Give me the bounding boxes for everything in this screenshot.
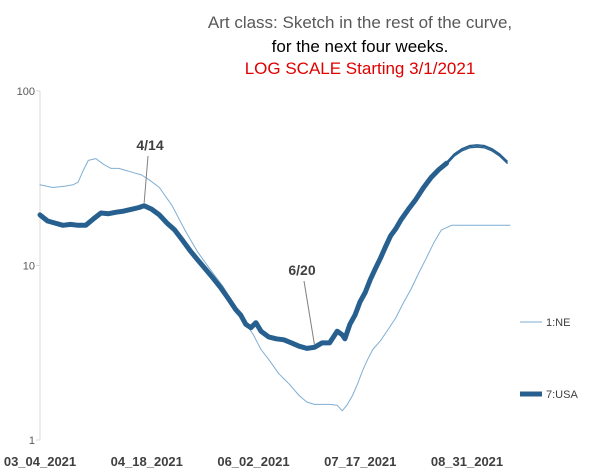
title-line-3: LOG SCALE Starting 3/1/2021 <box>244 59 476 78</box>
x-tick-label: 07_17_2021 <box>324 454 396 469</box>
legend-label: 1:NE <box>546 317 570 329</box>
sketch-stroke-2 <box>446 144 508 163</box>
x-tick-label: 06_02_2021 <box>217 454 289 469</box>
annotations: 4/14 6/20 <box>136 137 316 345</box>
x-tick-label: 04_18_2021 <box>111 454 183 469</box>
legend: 1:NE 7:USA <box>520 317 578 401</box>
y-tick-label: 10 <box>23 261 35 273</box>
annotation-label: 4/14 <box>136 137 163 153</box>
plot-area <box>37 144 511 412</box>
title-line-1: Art class: Sketch in the rest of the cur… <box>207 13 513 32</box>
axes: 100 10 1 03_04_2021 04_18_2021 06_02_2021 07_1… <box>4 86 503 469</box>
title-line-2: for the next four weeks. <box>271 37 449 56</box>
y-tick-label: 1 <box>29 435 35 447</box>
x-tick-label: 08_31_2021 <box>431 454 503 469</box>
series-line-1-ne <box>39 158 511 412</box>
y-tick-label: 100 <box>17 86 35 98</box>
series-line-7-usa <box>37 160 449 351</box>
annotation-leader <box>303 280 315 345</box>
sketch-stroke-0 <box>446 145 508 164</box>
annotation-leader <box>143 155 149 203</box>
legend-label: 7:USA <box>546 389 578 401</box>
sketch-stroke-1 <box>446 146 508 166</box>
annotation-label: 6/20 <box>288 262 315 278</box>
x-tick-label: 03_04_2021 <box>4 454 76 469</box>
